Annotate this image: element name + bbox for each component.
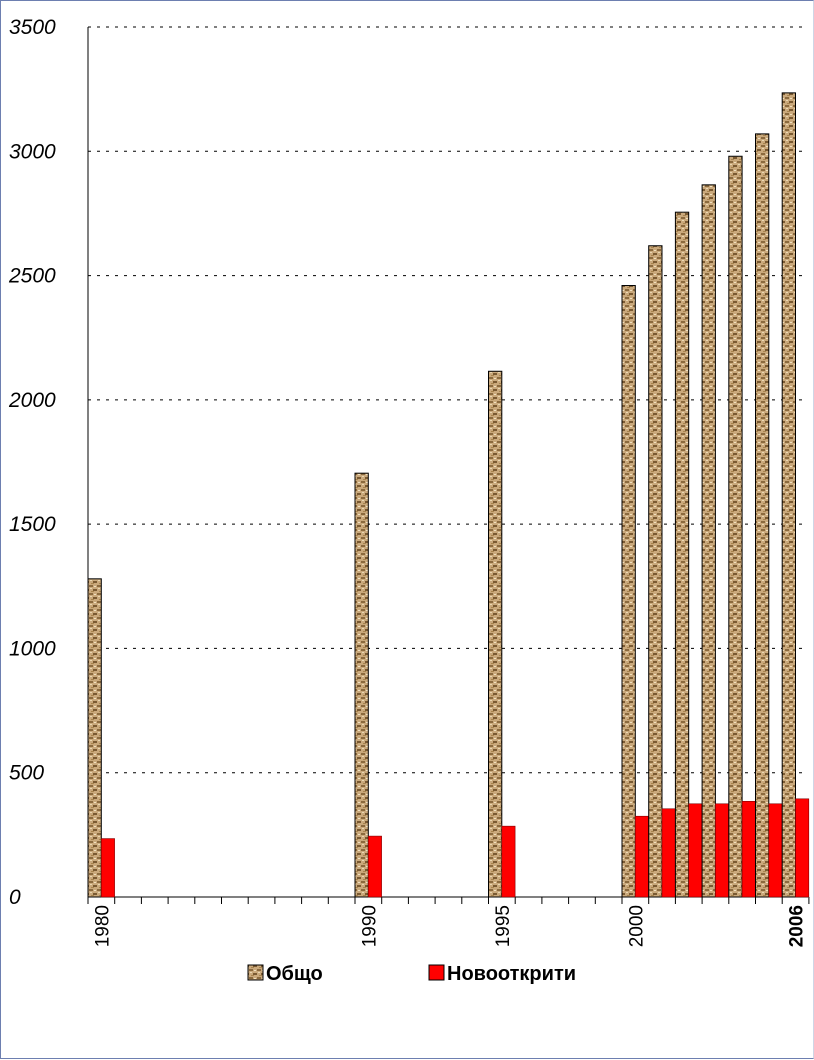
bar-obshto-22 [675, 212, 688, 897]
bar-obshto-2000 [622, 286, 635, 897]
bar-obshto-21 [649, 246, 662, 897]
bar-novootkriti-1980 [101, 839, 114, 897]
legend-swatch-novootkriti [429, 965, 444, 980]
bar-obshto-1980 [88, 579, 101, 897]
y-tick-label-1500: 1500 [9, 513, 56, 536]
bar-novootkriti-22 [689, 804, 702, 897]
gridlines [88, 27, 808, 773]
legend-label: Новооткрити [447, 963, 576, 985]
bar-obshto-23 [702, 185, 715, 897]
y-tick-label-2500: 2500 [8, 265, 56, 288]
bar-novootkriti-2006 [796, 799, 809, 897]
bar-novootkriti-1995 [502, 826, 515, 897]
x-tick-label-1995: 1995 [493, 905, 514, 947]
x-tick-label-2006: 2006 [787, 905, 808, 947]
legend-label: Общо [266, 963, 323, 985]
x-tick-labels: 1980 1990 1995 2000 2006 [92, 905, 807, 947]
y-tick-label-3500: 3500 [9, 16, 56, 39]
bar-novootkriti-1990 [368, 836, 381, 897]
legend-swatch-obshto [248, 965, 263, 980]
bar-novootkriti-25 [769, 804, 782, 897]
x-tick-label-1980: 1980 [92, 905, 113, 947]
bar-novootkriti-21 [662, 809, 675, 897]
y-tick-labels: 0 500 1000 1500 2000 2500 3000 3500 [8, 16, 56, 909]
bar-obshto-1990 [355, 473, 368, 897]
legend: Общо Новооткрити [248, 963, 576, 985]
bar-novootkriti-2000 [635, 816, 648, 897]
bar-obshto-2006 [782, 93, 795, 897]
y-tick-label-1000: 1000 [9, 637, 56, 660]
y-tick-label-500: 500 [9, 762, 44, 785]
x-tick-label-1990: 1990 [359, 905, 380, 947]
y-tick-label-2000: 2000 [8, 389, 56, 412]
bar-obshto-24 [729, 156, 742, 897]
x-tick-label-2000: 2000 [626, 905, 647, 947]
bar-novootkriti-23 [715, 804, 728, 897]
bar-obshto-25 [756, 134, 769, 897]
bars [88, 93, 809, 897]
y-tick-label-3000: 3000 [9, 140, 56, 163]
bar-obshto-1995 [489, 371, 502, 897]
bar-novootkriti-24 [742, 801, 755, 897]
y-tick-label-0: 0 [9, 886, 21, 909]
